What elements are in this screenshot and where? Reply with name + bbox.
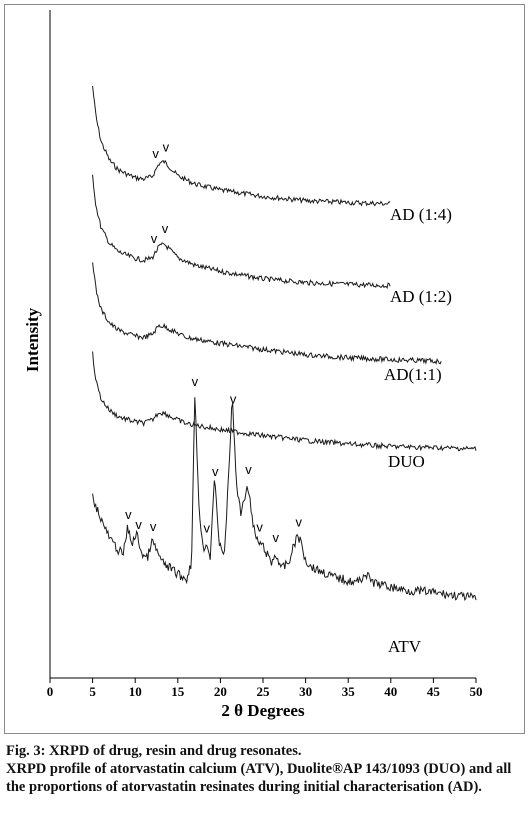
x-axis-label: 2 θ Degrees <box>221 701 305 720</box>
x-tick-label: 35 <box>342 684 356 699</box>
series-line-2 <box>92 174 391 290</box>
x-tick-label: 30 <box>299 684 312 699</box>
series-label: AD (1:2) <box>390 287 452 306</box>
peak-marker: v <box>151 231 158 246</box>
chart-axes: 0 5 10 15 20 25 30 35 40 45 50 2 θ Degrees Intensity <box>23 10 483 720</box>
peak-marker: v <box>162 221 169 236</box>
series-label: AD(1:1) <box>384 365 442 384</box>
chart-series <box>92 85 477 602</box>
peak-marker: v <box>256 519 263 534</box>
series-line-3 <box>92 262 442 365</box>
series-line-1 <box>92 85 391 207</box>
peak-marker: v <box>230 392 237 407</box>
x-tick-label: 0 <box>47 684 54 699</box>
peak-marker: v <box>296 515 303 530</box>
x-tick-label: 20 <box>214 684 227 699</box>
series-label: AD (1:4) <box>390 205 452 224</box>
x-tick-label: 5 <box>89 684 96 699</box>
series-line-5 <box>92 397 477 602</box>
peak-marker: v <box>212 464 219 479</box>
caption-title: Fig. 3: XRPD of drug, resin and drug res… <box>6 743 302 759</box>
peak-marker: v <box>163 139 170 154</box>
peak-marker: v <box>204 520 211 535</box>
peak-marker: v <box>125 507 132 522</box>
peak-marker: v <box>245 462 252 477</box>
peak-marker: v <box>192 374 199 389</box>
figure-caption: Fig. 3: XRPD of drug, resin and drug res… <box>6 742 526 796</box>
x-tick-label: 10 <box>129 684 142 699</box>
series-label: DUO <box>388 452 425 471</box>
peak-marker: v <box>150 519 157 534</box>
x-tick-label: 25 <box>257 684 271 699</box>
x-tick-label: 40 <box>384 684 397 699</box>
caption-body: XRPD profile of atorvastatin calcium (AT… <box>6 761 512 795</box>
x-tick-label: 45 <box>427 684 441 699</box>
x-tick-label: 50 <box>470 684 483 699</box>
series-line-4 <box>92 351 477 452</box>
peak-marker: v <box>135 517 142 532</box>
series-label: ATV <box>388 637 422 656</box>
xrpd-chart: 0 5 10 15 20 25 30 35 40 45 50 2 θ Degrees Intensity… <box>23 10 483 720</box>
figure-frame <box>4 4 525 734</box>
x-tick-label: 15 <box>171 684 185 699</box>
peak-marker: v <box>152 146 159 161</box>
peak-marker: v <box>273 530 280 545</box>
y-axis-label: Intensity <box>23 307 42 372</box>
chart-series-labels: AD (1:4) AD (1:2) AD(1:1) DUO ATV <box>384 205 452 656</box>
